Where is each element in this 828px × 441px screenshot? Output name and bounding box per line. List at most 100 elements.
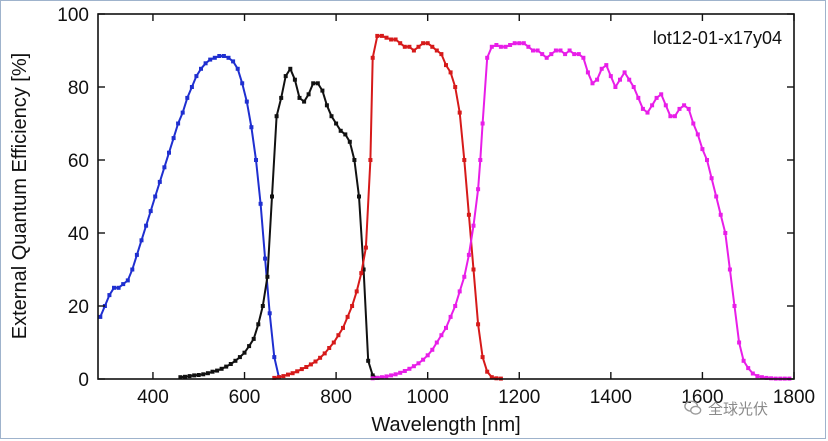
data-point	[144, 223, 149, 228]
data-point	[249, 125, 254, 130]
data-point	[304, 365, 309, 369]
data-point	[299, 367, 304, 372]
data-point	[292, 77, 297, 82]
data-point	[217, 54, 222, 58]
x-tick-label: 1600	[681, 387, 723, 408]
data-point	[290, 371, 295, 376]
data-point	[430, 347, 435, 352]
data-point	[318, 355, 323, 360]
data-point	[279, 95, 284, 100]
y-tick-label: 60	[68, 151, 89, 172]
data-point	[746, 366, 751, 371]
data-point	[407, 44, 412, 49]
data-point	[672, 114, 677, 119]
data-point	[242, 350, 247, 355]
data-point	[727, 267, 732, 272]
data-point	[444, 325, 448, 330]
x-tick-label: 1200	[498, 387, 540, 408]
x-tick-label: 600	[229, 387, 261, 408]
data-point	[416, 361, 421, 366]
data-point	[107, 293, 112, 298]
data-point	[737, 340, 742, 345]
data-point	[384, 35, 389, 40]
data-point	[476, 187, 481, 192]
data-point	[139, 238, 144, 243]
data-point	[272, 355, 277, 360]
data-point	[235, 66, 240, 71]
data-point	[162, 165, 167, 170]
series-layer	[98, 33, 792, 381]
data-point	[379, 33, 384, 38]
data-point	[480, 121, 485, 126]
data-point	[370, 55, 375, 60]
data-point	[567, 48, 572, 53]
data-point	[709, 176, 714, 181]
data-point	[645, 110, 650, 115]
data-point	[357, 194, 361, 199]
series-blue-subcell	[98, 54, 281, 380]
data-point	[375, 375, 380, 380]
data-point	[343, 132, 348, 137]
data-point	[379, 375, 384, 380]
data-point	[221, 54, 226, 58]
data-point	[199, 66, 203, 71]
tick-layer: 400 600 800 1000 1200 1400 1600 1800 0 20 40 60 80 10…	[57, 5, 815, 408]
data-point	[471, 267, 476, 272]
data-point	[457, 289, 462, 294]
data-point	[267, 311, 272, 316]
data-point	[466, 252, 471, 257]
data-point	[389, 373, 394, 378]
data-point	[254, 158, 258, 162]
data-point	[668, 114, 673, 119]
data-point	[425, 353, 430, 358]
data-point	[714, 194, 719, 199]
data-point	[98, 314, 103, 319]
data-point	[148, 209, 153, 214]
data-point	[691, 121, 696, 126]
data-point	[508, 43, 513, 47]
data-point	[237, 355, 242, 360]
data-point	[368, 158, 373, 162]
x-tick-label: 1800	[773, 387, 815, 408]
data-point	[448, 314, 453, 319]
data-point	[341, 325, 345, 330]
data-point	[260, 304, 265, 308]
data-point	[439, 52, 444, 57]
data-point	[663, 103, 668, 108]
x-tick-label: 1400	[590, 387, 632, 408]
data-point	[322, 351, 327, 356]
data-point	[270, 194, 274, 199]
data-point	[354, 289, 359, 294]
data-point	[157, 179, 162, 184]
data-point	[764, 375, 769, 380]
data-point	[604, 63, 609, 68]
series-magenta-subcell	[370, 41, 792, 381]
data-point	[228, 362, 233, 366]
data-point	[471, 223, 476, 228]
data-point	[421, 41, 426, 46]
data-point	[283, 74, 288, 79]
data-point	[563, 52, 568, 57]
data-point	[718, 212, 723, 217]
data-point	[256, 322, 261, 327]
data-point	[306, 92, 311, 97]
data-point	[208, 57, 213, 62]
data-point	[203, 61, 208, 66]
data-point	[627, 77, 632, 82]
data-point	[361, 267, 366, 272]
data-point	[402, 44, 407, 49]
data-point	[329, 114, 334, 119]
plot-frame	[97, 13, 795, 380]
data-point	[700, 147, 705, 152]
data-point	[398, 370, 403, 375]
data-point	[185, 95, 190, 100]
data-point	[315, 81, 320, 86]
data-point	[258, 201, 263, 206]
data-point	[130, 267, 135, 272]
data-point	[366, 358, 371, 363]
data-point	[434, 340, 439, 345]
data-point	[476, 322, 481, 327]
data-point	[585, 70, 590, 75]
data-point	[121, 282, 126, 287]
data-point	[327, 346, 332, 350]
